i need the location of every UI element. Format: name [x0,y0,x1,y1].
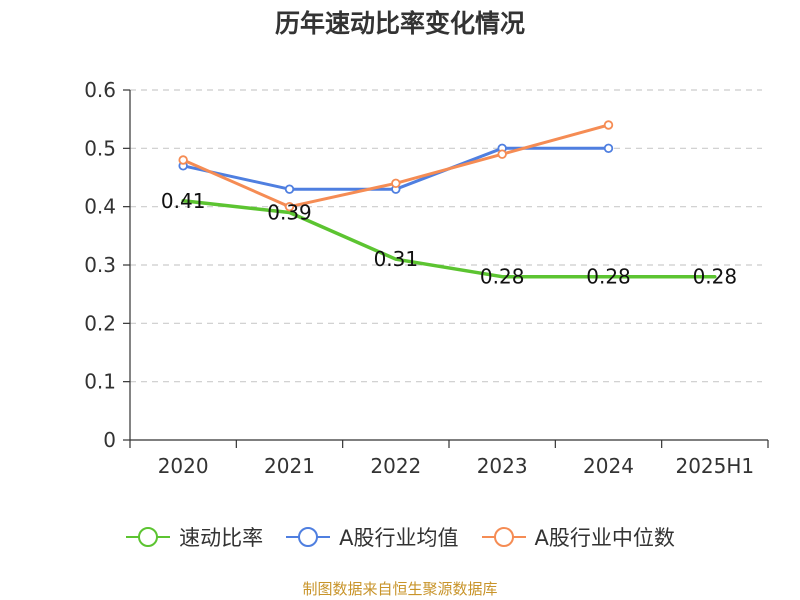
data-label: 0.28 [693,265,738,289]
series-lines [178,120,717,279]
x-tick-label: 2020 [158,454,209,478]
x-tick-label: 2025H1 [675,454,754,478]
legend-item-A股行业均值[interactable]: A股行业均值 [285,522,459,552]
x-tick-label: 2023 [477,454,528,478]
y-tick-label: 0.1 [84,370,116,394]
source-footer: 制图数据来自恒生聚源数据库 [302,580,498,598]
y-tick-label: 0.3 [84,253,116,277]
data-point [284,201,295,212]
legend-marker-icon [481,527,526,547]
legend-label: A股行业中位数 [534,526,675,550]
axes: 0 0.1 0.2 0.3 0.4 0.5 0.6 2020 2021 2022 2023 2024 2… [84,78,769,478]
y-tick-label: 0.5 [84,136,116,160]
x-tick-label: 2021 [264,454,315,478]
data-label: 0.28 [480,265,525,289]
y-tick-label: 0 [103,428,116,452]
data-label: 0.41 [161,189,206,213]
data-label: 0.39 [267,201,312,225]
data-label: 0.31 [374,247,419,271]
series-line-A股行业中位数 [181,123,610,209]
series-line-速动比率 [181,199,717,279]
data-point [497,149,507,159]
y-tick-label: 0.6 [84,78,116,102]
x-tick-label: 2022 [370,454,421,478]
data-point [178,155,188,165]
legend-item-速动比率[interactable]: 速动比率 [125,522,263,552]
data-point [284,184,295,194]
chart-title: 历年速动比率变化情况 [274,9,525,38]
legend-marker-icon [126,527,171,547]
legend-item-A股行业中位数[interactable]: A股行业中位数 [481,522,675,552]
y-tick-label: 0.4 [84,195,116,219]
data-point [603,120,614,130]
grid-lines [130,89,762,383]
legend-label: 速动比率 [179,526,264,550]
data-label: 0.28 [586,265,631,289]
y-tick-label: 0.2 [84,311,116,335]
data-point [391,178,401,189]
x-tick-label: 2024 [583,454,634,478]
data-labels: 0.41 0.39 0.31 0.28 0.28 0.28 [161,189,737,289]
data-point [603,143,614,154]
legend: 速动比率 A股行业均值 A股行业中位数 [0,520,800,554]
legend-marker-icon [286,527,331,547]
legend-label: A股行业均值 [339,526,459,550]
